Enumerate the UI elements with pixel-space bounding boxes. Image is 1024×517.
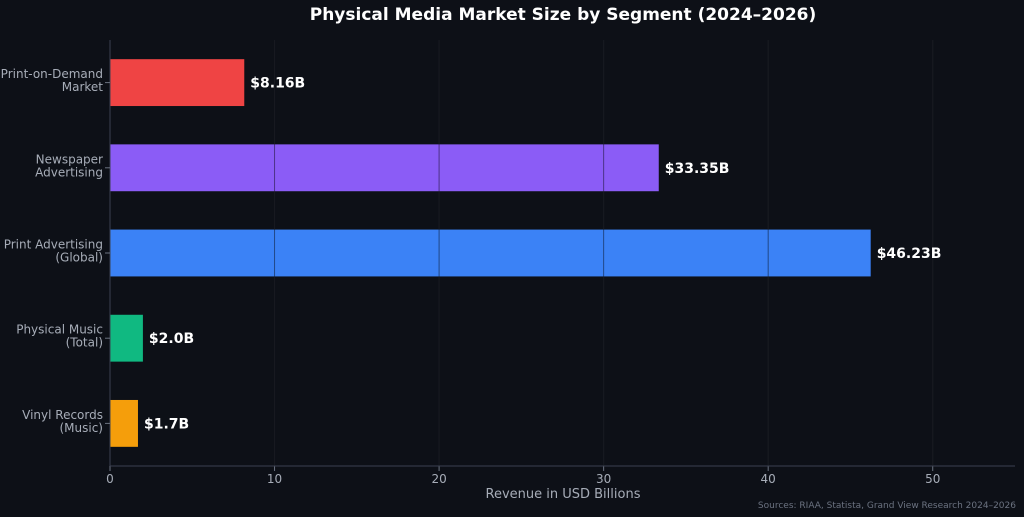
x-tick-label: 40	[761, 472, 776, 486]
axes	[105, 40, 1015, 471]
bar	[110, 229, 871, 277]
bar	[110, 144, 659, 192]
source-note: Sources: RIAA, Statista, Grand View Rese…	[758, 501, 1016, 511]
category-label: Vinyl Records (Music)	[22, 408, 103, 435]
chart-title: Physical Media Market Size by Segment (2…	[310, 5, 817, 25]
x-tick-label: 10	[267, 472, 282, 486]
data-label: $8.16B	[250, 76, 305, 92]
data-label: $46.23B	[877, 246, 942, 262]
category-label: Print-on-Demand Market	[1, 67, 104, 94]
x-tick-label: 30	[596, 472, 611, 486]
data-label: $33.35B	[665, 161, 730, 177]
category-label: Physical Music (Total)	[16, 323, 103, 350]
x-tick-label: 20	[431, 472, 446, 486]
category-label: Print Advertising (Global)	[4, 238, 103, 265]
category-label: Newspaper Advertising	[35, 152, 103, 179]
x-tick-label: 0	[106, 472, 114, 486]
bar	[110, 314, 143, 362]
labels: 0 10 20 30 40 50 Print-on-Demand Market $8.16B Ne…	[1, 67, 942, 486]
bars	[110, 59, 871, 447]
grid-overlay	[274, 40, 934, 466]
bar	[110, 59, 245, 107]
bar	[110, 399, 138, 447]
x-tick-label: 50	[925, 472, 940, 486]
x-axis-title: Revenue in USD Billions	[486, 487, 641, 502]
data-label: $2.0B	[149, 331, 194, 347]
data-label: $1.7B	[144, 416, 189, 432]
